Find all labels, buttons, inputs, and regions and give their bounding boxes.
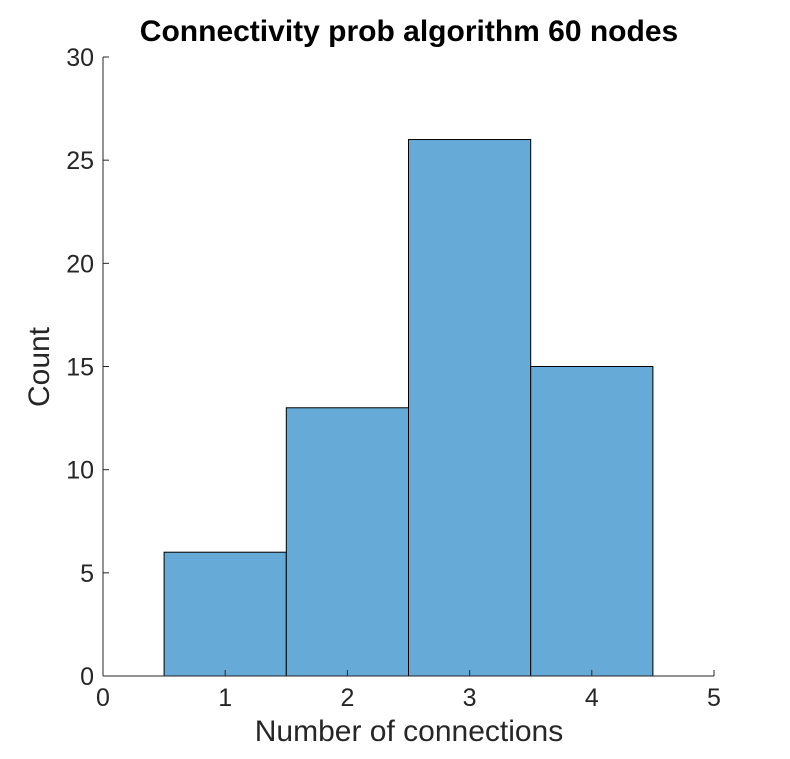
y-tick-label-10: 10 <box>66 457 94 485</box>
y-tick-label-15: 15 <box>66 354 94 382</box>
bars-group <box>163 139 654 677</box>
x-tick-label-1: 1 <box>218 684 232 712</box>
y-tick-label-30: 30 <box>66 44 94 72</box>
y-axis-label: Count <box>23 326 56 407</box>
x-tick-label-2: 2 <box>340 684 354 712</box>
x-axis-label: Number of connections <box>255 715 564 748</box>
bar-2 <box>285 407 409 677</box>
x-tick-label-3: 3 <box>463 684 477 712</box>
y-tick-label-20: 20 <box>66 250 94 278</box>
y-tick-label-5: 5 <box>80 560 94 588</box>
bar-3 <box>408 139 532 677</box>
chart-title: Connectivity prob algorithm 60 nodes <box>140 15 678 48</box>
bar-1 <box>163 551 287 677</box>
y-tick-label-0: 0 <box>80 663 94 691</box>
bar-4 <box>530 366 654 677</box>
x-tick-label-4: 4 <box>585 684 599 712</box>
y-tick-label-25: 25 <box>66 147 94 175</box>
y-axis-ticks: 0 5 10 15 20 25 30 <box>66 44 109 691</box>
x-axis-ticks: 0 1 2 3 4 5 <box>96 670 721 712</box>
x-tick-label-0: 0 <box>96 684 110 712</box>
x-tick-label-5: 5 <box>707 684 721 712</box>
